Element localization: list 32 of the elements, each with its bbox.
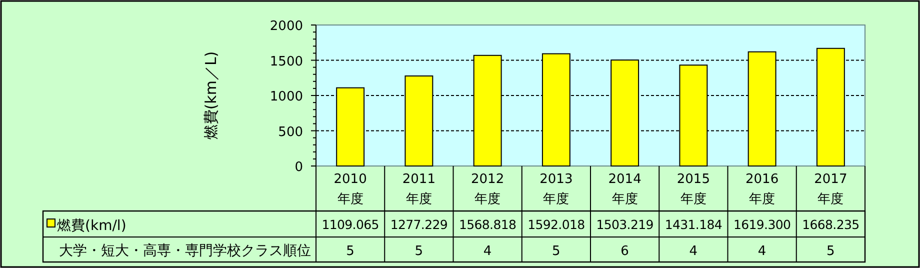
text: 6: [620, 244, 629, 259]
x-tick-label: 2016 年度: [746, 172, 779, 207]
text: 5: [414, 244, 424, 259]
data-label: 1431.184: [664, 217, 722, 232]
x-tick-label: 2014 年度: [608, 172, 642, 207]
y-tick-label: 1000: [270, 90, 303, 104]
data-label: 1277.229: [390, 217, 448, 232]
x-tick-label: 2012 年度: [471, 172, 504, 207]
data-label: 1568.818: [458, 217, 517, 232]
x-tick-label: 2017 年度: [814, 172, 848, 207]
text: 大学・短大・高専・専門学校クラス順位: [59, 243, 311, 259]
y-axis-title: 燃費(km／L): [202, 51, 220, 140]
data-label: 1109.065: [322, 217, 379, 232]
text: 5: [826, 244, 835, 259]
data-label: 1619.300: [733, 217, 792, 232]
x-tick-label: 2010 年度: [334, 172, 367, 207]
data-label: 1592.018: [528, 217, 586, 232]
y-tick-label: 1500: [270, 54, 303, 70]
text: 4: [758, 244, 766, 259]
data-label: 1668.235: [802, 217, 860, 232]
data-label: 1503.219: [596, 217, 654, 232]
x-tick-label: 2011 年度: [402, 172, 436, 207]
y-tick-label: 0: [294, 160, 303, 175]
text: 4: [689, 244, 698, 259]
x-tick-label: 2015 年度: [676, 172, 710, 207]
x-tick-label: 2013 年度: [540, 172, 573, 207]
text: 5: [346, 244, 354, 259]
text: 4: [483, 244, 492, 259]
y-tick-label: 500: [278, 124, 303, 140]
legend-label: 燃費(km/l): [57, 218, 126, 234]
text: 5: [552, 244, 560, 259]
y-tick-label: 2000: [270, 19, 303, 34]
